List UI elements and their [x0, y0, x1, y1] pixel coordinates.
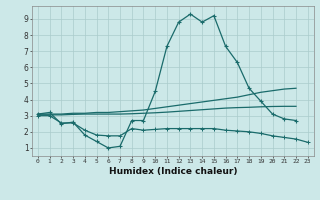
X-axis label: Humidex (Indice chaleur): Humidex (Indice chaleur) — [108, 167, 237, 176]
